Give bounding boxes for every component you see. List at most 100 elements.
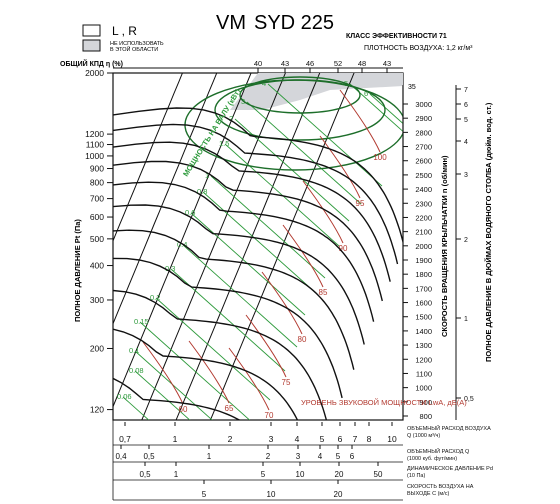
bottom-tick-label: 5 — [202, 490, 207, 499]
pressure-tick-label: 1100 — [86, 140, 105, 150]
rpm-tick-label: 1900 — [415, 256, 432, 265]
bottom-tick-label: 10 — [296, 470, 305, 479]
bottom-tick-label: 20 — [335, 470, 344, 479]
power-line — [210, 175, 326, 279]
bottom-tick-label: 20 — [334, 490, 343, 499]
efficiency-class: КЛАСС ЭФФЕКТИВНОСТИ 71 — [346, 33, 447, 40]
power-line — [369, 93, 403, 125]
inch-tick-label: 5 — [464, 117, 468, 124]
efficiency-curve — [239, 76, 361, 114]
sound-tick-label: 85 — [319, 288, 328, 297]
bottom-tick-label: 3 — [269, 434, 274, 444]
title-model: SYD 225 — [254, 12, 334, 34]
sound-line — [228, 347, 270, 411]
sound-line — [245, 314, 287, 378]
rpm-tick-label: 2700 — [415, 143, 432, 152]
rpm-tick-label: 2600 — [415, 157, 432, 166]
bottom-tick-label: 5 — [320, 434, 325, 444]
rpm-tick-label: 1300 — [415, 341, 432, 350]
bottom-tick-label: 0,4 — [115, 452, 127, 461]
sound-tick-label: 95 — [356, 199, 365, 208]
power-tick-label: 1.5 — [219, 139, 229, 148]
sound-line — [302, 180, 344, 244]
system-curve — [113, 73, 252, 408]
inch-tick-label: 7 — [464, 87, 468, 94]
sound-line — [142, 341, 184, 405]
bottom-tick-label: 6 — [350, 452, 355, 461]
power-line — [202, 191, 318, 295]
bottom-axis-label-line1: ОБЪЕМНЫЙ РАСХОД ВОЗДУХА — [407, 424, 491, 432]
bottom-tick-label: 10 — [387, 434, 397, 444]
pressure-tick-label: 900 — [90, 164, 104, 174]
title-prefix: VM — [216, 12, 246, 34]
rpm-tick-label: 1600 — [415, 299, 432, 308]
inch-tick-label: 3 — [464, 172, 468, 179]
efficiency-tick-label: 40 — [254, 59, 262, 68]
sound-line — [319, 135, 361, 199]
efficiency-axis-label: ОБЩИЙ КПД η (%) — [60, 59, 123, 68]
pressure-tick-label: 2000 — [85, 68, 104, 78]
pressure-tick-label: 800 — [90, 178, 104, 188]
bottom-tick-label: 6 — [338, 434, 343, 444]
rpm-tick-label: 2200 — [415, 213, 432, 222]
bottom-tick-label: 1 — [174, 470, 179, 479]
fan-curve — [113, 141, 391, 282]
pressure-tick-label: 200 — [90, 343, 104, 353]
pressure-tick-label: 120 — [90, 405, 104, 415]
bottom-axis-label-line1: ДИНАМИЧЕСКОЕ ДАВЛЕНИЕ Pd — [407, 466, 493, 472]
rpm-tick-label: 2900 — [415, 114, 432, 123]
pressure-tick-label: 300 — [90, 295, 104, 305]
power-line — [134, 350, 213, 420]
inch-tick-label: 6 — [464, 102, 468, 109]
bottom-tick-label: 3 — [296, 452, 301, 461]
pressure-tick-label: 1000 — [85, 151, 104, 161]
power-tick-label: 4 — [262, 79, 266, 88]
fan-curve — [113, 204, 365, 345]
sound-line — [188, 340, 230, 404]
system-curves — [113, 73, 355, 420]
bottom-axis-label-line2: (1000 куб. фут/мин) — [407, 456, 457, 462]
rpm-tick-label: 2500 — [415, 171, 432, 180]
pressure-tick-label: 600 — [90, 212, 104, 222]
rpm-tick-label: 1400 — [415, 327, 432, 336]
system-curve — [209, 73, 355, 420]
power-tick-label: 0.08 — [129, 366, 144, 375]
pressure-tick-label: 500 — [90, 234, 104, 244]
inch-tick-label: 2 — [464, 237, 468, 244]
bottom-tick-label: 1 — [173, 434, 178, 444]
rpm-axis-ticks: 3000 2900 2800 2700 2600 2500 2400 2300 2200 2100… — [403, 100, 432, 421]
bottom-axis-label-line2: ВЫХОДЕ C (м/с) — [407, 491, 449, 497]
efficiency-tick-label: 48 — [358, 59, 366, 68]
sound-tick-label: 60 — [179, 405, 188, 414]
pressure-axis-label: ПОЛНОЕ ДАВЛЕНИЕ Pt (Па) — [73, 219, 82, 322]
system-curve — [113, 73, 218, 326]
fan-curve — [113, 257, 343, 399]
sound-lines: 60 65 70 75 80 85 90 95 100 — [142, 89, 387, 420]
fan-curve — [113, 377, 241, 420]
bottom-tick-label: 2 — [228, 434, 233, 444]
rpm-tick-label: 1800 — [415, 270, 432, 279]
rpm-tick-label: 1100 — [416, 369, 432, 378]
power-axis-label: МОЩНОСТЬ НА ВАЛУ (кВт) — [181, 87, 243, 178]
bottom-tick-label: 8 — [367, 434, 372, 444]
rpm-tick-label: 3000 — [415, 100, 432, 109]
system-curve — [113, 73, 183, 243]
bottom-tick-label: 7 — [353, 434, 358, 444]
rpm-tick-label: 1200 — [415, 355, 432, 364]
rpm-axis-label: СКОРОСТЬ ВРАЩЕНИЯ КРЫЛЬЧАТКИ n (об/мин) — [440, 155, 449, 337]
pressure-tick-label: 700 — [90, 194, 104, 204]
power-tick-label: 2 — [229, 114, 233, 123]
rpm-tick-label: 1500 — [415, 313, 432, 322]
sound-tick-label: 90 — [339, 244, 348, 253]
rpm-tick-label: 2300 — [415, 199, 432, 208]
inch-tick-label: 4 — [464, 139, 468, 146]
efficiency-ticks: 40 43 46 52 48 43 — [254, 59, 391, 73]
legend-lr-swatch — [82, 24, 101, 37]
power-line — [246, 101, 362, 205]
system-curve — [141, 73, 286, 420]
power-line — [139, 321, 251, 420]
